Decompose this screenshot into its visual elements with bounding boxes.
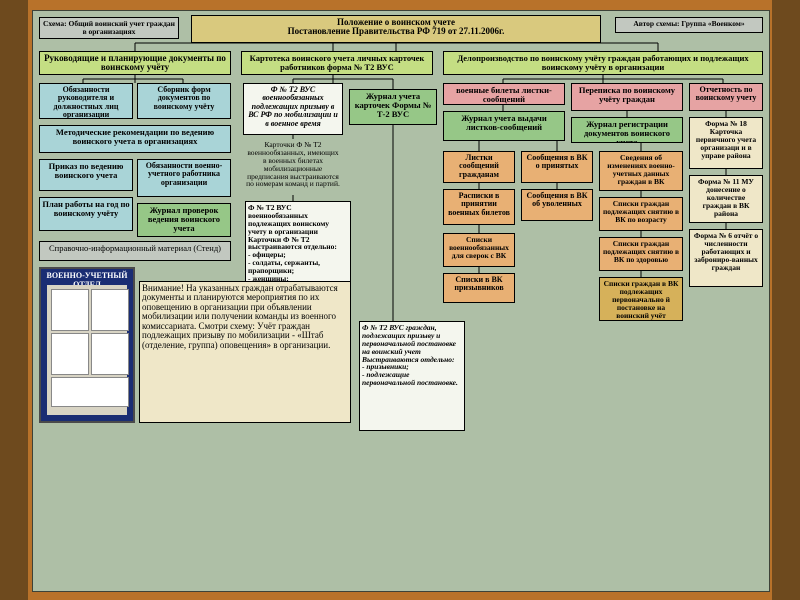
box-text-d5: Сообщения в ВК об уволенных (526, 191, 587, 208)
box-d1: Листки сообщений гражданам (443, 151, 515, 183)
box-a4: Приказ по ведению воинского учета (39, 159, 133, 191)
box-title: Положение о воинском учетеПостановление … (191, 15, 601, 43)
box-text-f3: Форма № 6 отчёт о численности работающих… (694, 231, 758, 272)
box-text-b5: Ф № Т2 ВУС граждан, подлежащих призыву и… (362, 323, 458, 387)
box-text-a4: Приказ по ведению воинского учета (49, 161, 124, 180)
stand-body (47, 285, 127, 415)
box-text-d4: Расписки в принятии военных билетов (448, 191, 510, 217)
box-text-d9: Списки в ВК призывников (454, 275, 503, 292)
box-c3: Отчетность по воинскому учету (689, 83, 763, 111)
box-text-h2: Картотека воинского учета личных карточе… (250, 53, 425, 72)
box-text-d8: Списки граждан подлежащих снятию в ВК по… (603, 239, 679, 264)
box-d4: Расписки в принятии военных билетов (443, 189, 515, 225)
box-text-warn: Внимание! На указанных граждан отрабатыв… (142, 283, 338, 350)
box-b5: Ф № Т2 ВУС граждан, подлежащих призыву и… (359, 321, 465, 431)
box-d6: Списки граждан подлежащих снятию в ВК по… (599, 197, 683, 231)
box-text-a7: Журнал проверок ведения воинского учета (148, 205, 220, 233)
box-text-b3: Журнал учета карточек Формы № Т-2 ВУС (355, 91, 432, 119)
stand-poster (51, 289, 89, 331)
box-f3: Форма № 6 отчёт о численности работающих… (689, 229, 763, 287)
box-text-c1: военные билеты листки-сообщений (456, 85, 552, 104)
box-text-tl: Схема: Общий воинский учет граждан в орг… (43, 19, 175, 36)
box-b3: Журнал учета карточек Формы № Т-2 ВУС (349, 89, 437, 125)
box-b1: Ф № Т2 ВУС военнообязанных подлежащих пр… (243, 83, 343, 135)
box-a2: Сборник форм документов по воинскому учё… (137, 83, 231, 119)
stand-poster (91, 333, 129, 375)
box-tr: Автор схемы: Группа «Военком» (615, 17, 763, 33)
box-text-tr: Автор схемы: Группа «Военком» (633, 19, 744, 28)
box-a3: Методические рекомендации по ведению вои… (39, 125, 231, 153)
box-text-c5: Журнал регистрации документов воинского … (584, 119, 670, 143)
box-text-a5: Обязанности военно-учетного работника ор… (146, 161, 223, 187)
stand-poster (51, 333, 89, 375)
box-text-a1: Обязанности руководителя и должностных л… (54, 85, 119, 119)
box-text-title: Положение о воинском учетеПостановление … (288, 17, 505, 36)
box-d5: Сообщения в ВК об уволенных (521, 189, 593, 221)
box-a5: Обязанности военно-учетного работника ор… (137, 159, 231, 197)
stand-poster (51, 377, 129, 407)
box-a7: Журнал проверок ведения воинского учета (137, 203, 231, 237)
box-tl: Схема: Общий воинский учет граждан в орг… (39, 17, 179, 39)
box-text-a6: План работы на год по воинскому учёту (42, 199, 129, 218)
box-d10: Списки граждан в ВК подлежащих первонача… (599, 277, 683, 321)
box-text-a3: Методические рекомендации по ведению вои… (56, 127, 214, 146)
box-h1: Руководящие и планирующие документы по в… (39, 51, 231, 75)
box-text-b1: Ф № Т2 ВУС военнообязанных подлежащих пр… (248, 85, 338, 128)
box-d3: Сведения об изменениях военно-учетных да… (599, 151, 683, 191)
box-a8: Справочно-информационный материал (Стенд… (39, 241, 231, 261)
box-a1: Обязанности руководителя и должностных л… (39, 83, 133, 119)
box-h3: Делопроизводство по воинскому учёту граж… (443, 51, 763, 75)
stand-poster (91, 289, 129, 331)
box-text-f2: Форма № 11 МУ донесение о количестве гра… (698, 177, 754, 218)
diagram-sheet: Схема: Общий воинский учет граждан в орг… (32, 10, 770, 592)
box-d7: Списки военнообязанных для сверок с ВК (443, 233, 515, 267)
box-d8: Списки граждан подлежащих снятию в ВК по… (599, 237, 683, 271)
box-text-f1: Форма № 18 Карточка первичного учета орг… (696, 119, 756, 160)
box-text-h3: Делопроизводство по воинскому учёту граж… (457, 53, 748, 72)
box-text-d7: Списки военнообязанных для сверок с ВК (449, 235, 509, 260)
box-d2: Сообщения в ВК о принятых (521, 151, 593, 183)
box-text-a2: Сборник форм документов по воинскому учё… (154, 85, 215, 111)
stand-photo: ВОЕННО-УЧЕТНЫЙ ОТДЕЛ (39, 267, 135, 423)
box-text-d6: Списки граждан подлежащих снятию в ВК по… (603, 199, 679, 224)
box-b2: Карточки Ф № Т2 военнообязанных, имеющих… (243, 139, 343, 195)
box-a6: План работы на год по воинскому учёту (39, 197, 133, 231)
box-text-d1: Листки сообщений гражданам (459, 153, 499, 179)
box-text-h1: Руководящие и планирующие документы по в… (44, 53, 226, 72)
box-text-c4: Журнал учета выдачи листков-сообщений (461, 113, 546, 132)
box-text-a8: Справочно-информационный материал (Стенд… (49, 243, 221, 253)
box-d9: Списки в ВК призывников (443, 273, 515, 303)
box-c2: Переписка по воинскому учёту граждан (571, 83, 683, 111)
box-text-b2: Карточки Ф № Т2 военнообязанных, имеющих… (246, 140, 340, 188)
box-text-c3: Отчетность по воинскому учету (696, 85, 757, 102)
box-f2: Форма № 11 МУ донесение о количестве гра… (689, 175, 763, 223)
box-c1: военные билеты листки-сообщений (443, 83, 565, 105)
box-text-d10: Списки граждан в ВК подлежащих первонача… (604, 279, 679, 320)
box-f1: Форма № 18 Карточка первичного учета орг… (689, 117, 763, 169)
box-c4: Журнал учета выдачи листков-сообщений (443, 111, 565, 141)
box-warn: Внимание! На указанных граждан отрабатыв… (139, 281, 351, 423)
box-text-d2: Сообщения в ВК о принятых (526, 153, 587, 170)
box-text-d3: Сведения об изменениях военно-учетных да… (607, 153, 675, 186)
box-c5: Журнал регистрации документов воинского … (571, 117, 683, 143)
box-h2: Картотека воинского учета личных карточе… (241, 51, 433, 75)
box-text-c2: Переписка по воинскому учёту граждан (579, 85, 675, 104)
